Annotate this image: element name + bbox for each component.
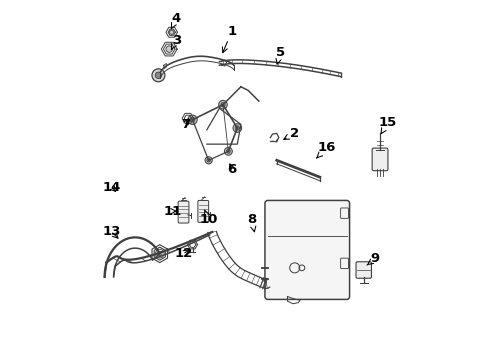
Circle shape (187, 115, 197, 125)
Text: 8: 8 (246, 213, 256, 232)
Text: 1: 1 (222, 25, 236, 53)
Text: 5: 5 (275, 46, 285, 64)
Text: 11: 11 (163, 205, 182, 218)
Circle shape (190, 117, 194, 122)
Circle shape (155, 72, 162, 78)
Circle shape (226, 149, 230, 153)
FancyBboxPatch shape (264, 201, 349, 300)
Text: 10: 10 (199, 210, 217, 226)
Text: 4: 4 (171, 12, 181, 29)
Circle shape (221, 103, 224, 107)
Text: 7: 7 (181, 118, 189, 131)
Circle shape (235, 126, 239, 130)
Circle shape (165, 46, 172, 52)
Circle shape (206, 158, 210, 162)
FancyBboxPatch shape (371, 148, 387, 171)
Text: 12: 12 (174, 247, 192, 260)
Circle shape (152, 69, 164, 82)
Circle shape (218, 100, 227, 109)
Text: 9: 9 (366, 252, 379, 265)
Circle shape (204, 157, 212, 164)
Text: 15: 15 (378, 116, 396, 134)
FancyBboxPatch shape (178, 201, 188, 223)
Text: 3: 3 (171, 33, 181, 50)
Text: 6: 6 (227, 163, 236, 176)
FancyBboxPatch shape (198, 201, 208, 222)
FancyBboxPatch shape (355, 262, 371, 278)
Circle shape (233, 124, 241, 132)
Text: 16: 16 (316, 141, 335, 158)
Text: 13: 13 (102, 225, 121, 238)
Text: 14: 14 (102, 181, 121, 194)
Circle shape (224, 147, 232, 155)
Circle shape (169, 30, 174, 35)
Text: 2: 2 (283, 127, 299, 140)
